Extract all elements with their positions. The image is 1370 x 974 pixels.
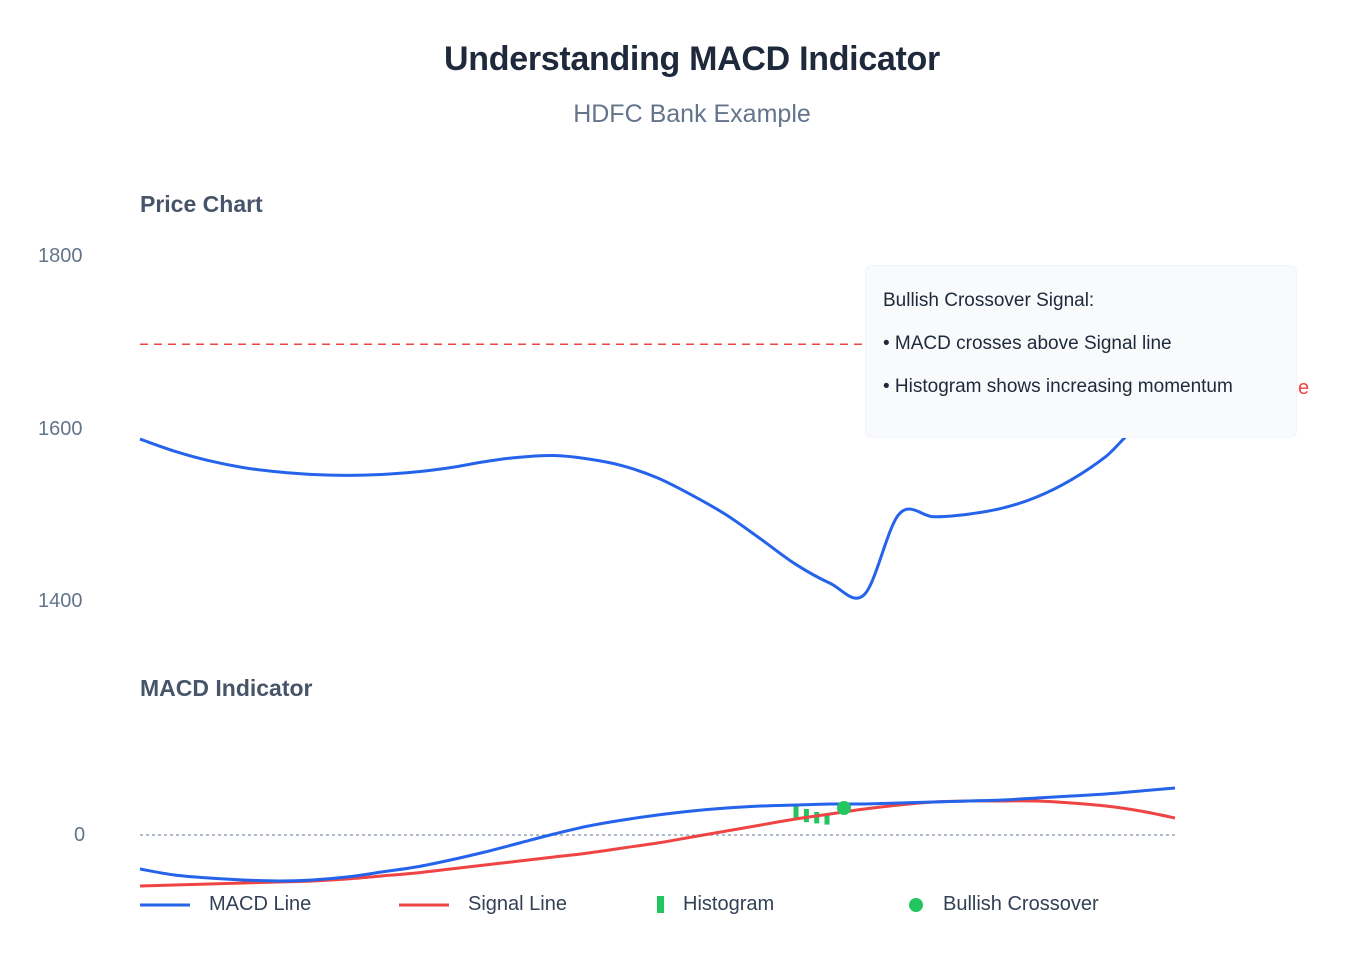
histogram-bars bbox=[793, 804, 830, 825]
histogram-bar bbox=[824, 815, 830, 825]
price-y-tick-1600: 1600 bbox=[38, 418, 83, 440]
legend-histogram-label: Histogram bbox=[683, 893, 775, 915]
legend-item-histogram[interactable]: Histogram bbox=[656, 893, 856, 919]
macd-y-tick-0: 0 bbox=[74, 824, 86, 846]
tooltip-heading: Bullish Crossover Signal: bbox=[883, 290, 1095, 311]
histogram-bar bbox=[803, 809, 809, 823]
legend-histogram-swatch bbox=[657, 896, 664, 913]
chart-subtitle: HDFC Bank Example bbox=[573, 100, 811, 128]
price-y-tick-1400: 1400 bbox=[38, 590, 83, 612]
tooltip-bullet-1: • MACD crosses above Signal line bbox=[883, 333, 1172, 354]
legend-crossover-label: Bullish Crossover bbox=[943, 893, 1099, 915]
legend-signal-label: Signal Line bbox=[468, 893, 567, 915]
price-panel-title: Price Chart bbox=[140, 191, 263, 217]
histogram-bar bbox=[814, 812, 820, 824]
legend-macd-label: MACD Line bbox=[209, 893, 312, 915]
price-line bbox=[139, 424, 1176, 600]
macd-panel-title: MACD Indicator bbox=[140, 675, 313, 701]
bullish-crossover-tooltip: Bullish Crossover Signal: • MACD crosses… bbox=[866, 266, 1296, 437]
legend-item-macd[interactable]: MACD Line bbox=[140, 893, 360, 919]
legend-item-signal[interactable]: Signal Line bbox=[399, 893, 619, 919]
legend-macd-swatch bbox=[140, 903, 190, 907]
price-y-tick-1800: 1800 bbox=[38, 245, 83, 267]
legend-crossover-swatch bbox=[909, 898, 923, 912]
macd-line bbox=[139, 786, 1176, 883]
tooltip-bullet-2: • Histogram shows increasing momentum bbox=[883, 376, 1233, 397]
histogram-bar bbox=[793, 804, 799, 821]
legend-item-crossover[interactable]: Bullish Crossover bbox=[907, 893, 1147, 919]
chart-title: Understanding MACD Indicator bbox=[444, 40, 940, 78]
bullish-crossover-marker bbox=[837, 801, 851, 815]
legend-signal-swatch bbox=[399, 903, 449, 907]
